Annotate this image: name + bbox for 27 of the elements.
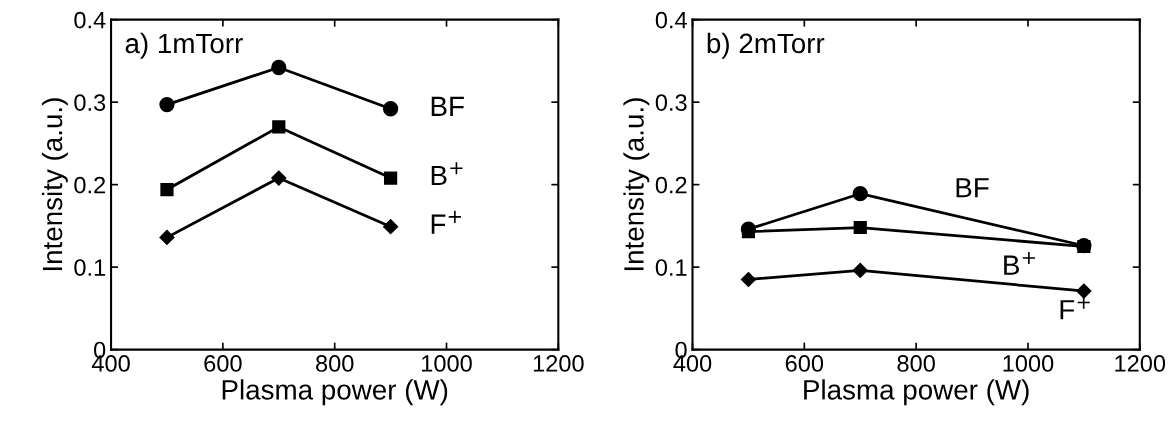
y-tick-label: 0.4: [655, 11, 687, 29]
x-tick-label: 800: [897, 355, 935, 372]
y-tick-label: 0.1: [655, 259, 687, 276]
x-tick-label: 600: [785, 355, 824, 372]
y-tick-label: 0.3: [655, 94, 687, 111]
series-label: BF: [956, 178, 989, 198]
series-label: BF: [431, 96, 464, 116]
x-tick-label: 1000: [1003, 355, 1054, 372]
x-axis-title: Plasma power (W): [804, 379, 1029, 406]
y-tick-label: 0.2: [655, 176, 687, 194]
y-axis-title: Intensity (a.u.): [41, 98, 68, 271]
x-axis-title: Plasma power (W): [222, 379, 448, 406]
x-tick-label: 1200: [1115, 355, 1166, 372]
series-label: B$^{+}$: [431, 162, 463, 185]
annotation: b) 2mTorr: [707, 32, 825, 59]
series-label: F$^{+}$: [431, 210, 461, 234]
y-tick-label: 0.1: [74, 259, 106, 276]
y-axis-title: Intensity (a.u.): [623, 98, 650, 271]
annotation: a) 1mTorr: [125, 32, 243, 59]
y-tick-label: 0.4: [74, 11, 106, 29]
series-label: B$^{+}$: [1004, 251, 1035, 275]
y-tick-label: 0.2: [74, 176, 106, 194]
y-tick-label: 0.3: [74, 94, 106, 111]
x-tick-label: 800: [316, 355, 354, 372]
x-tick-label: 1000: [422, 355, 472, 372]
x-tick-label: 1200: [533, 355, 584, 372]
x-tick-label: 600: [204, 355, 242, 372]
